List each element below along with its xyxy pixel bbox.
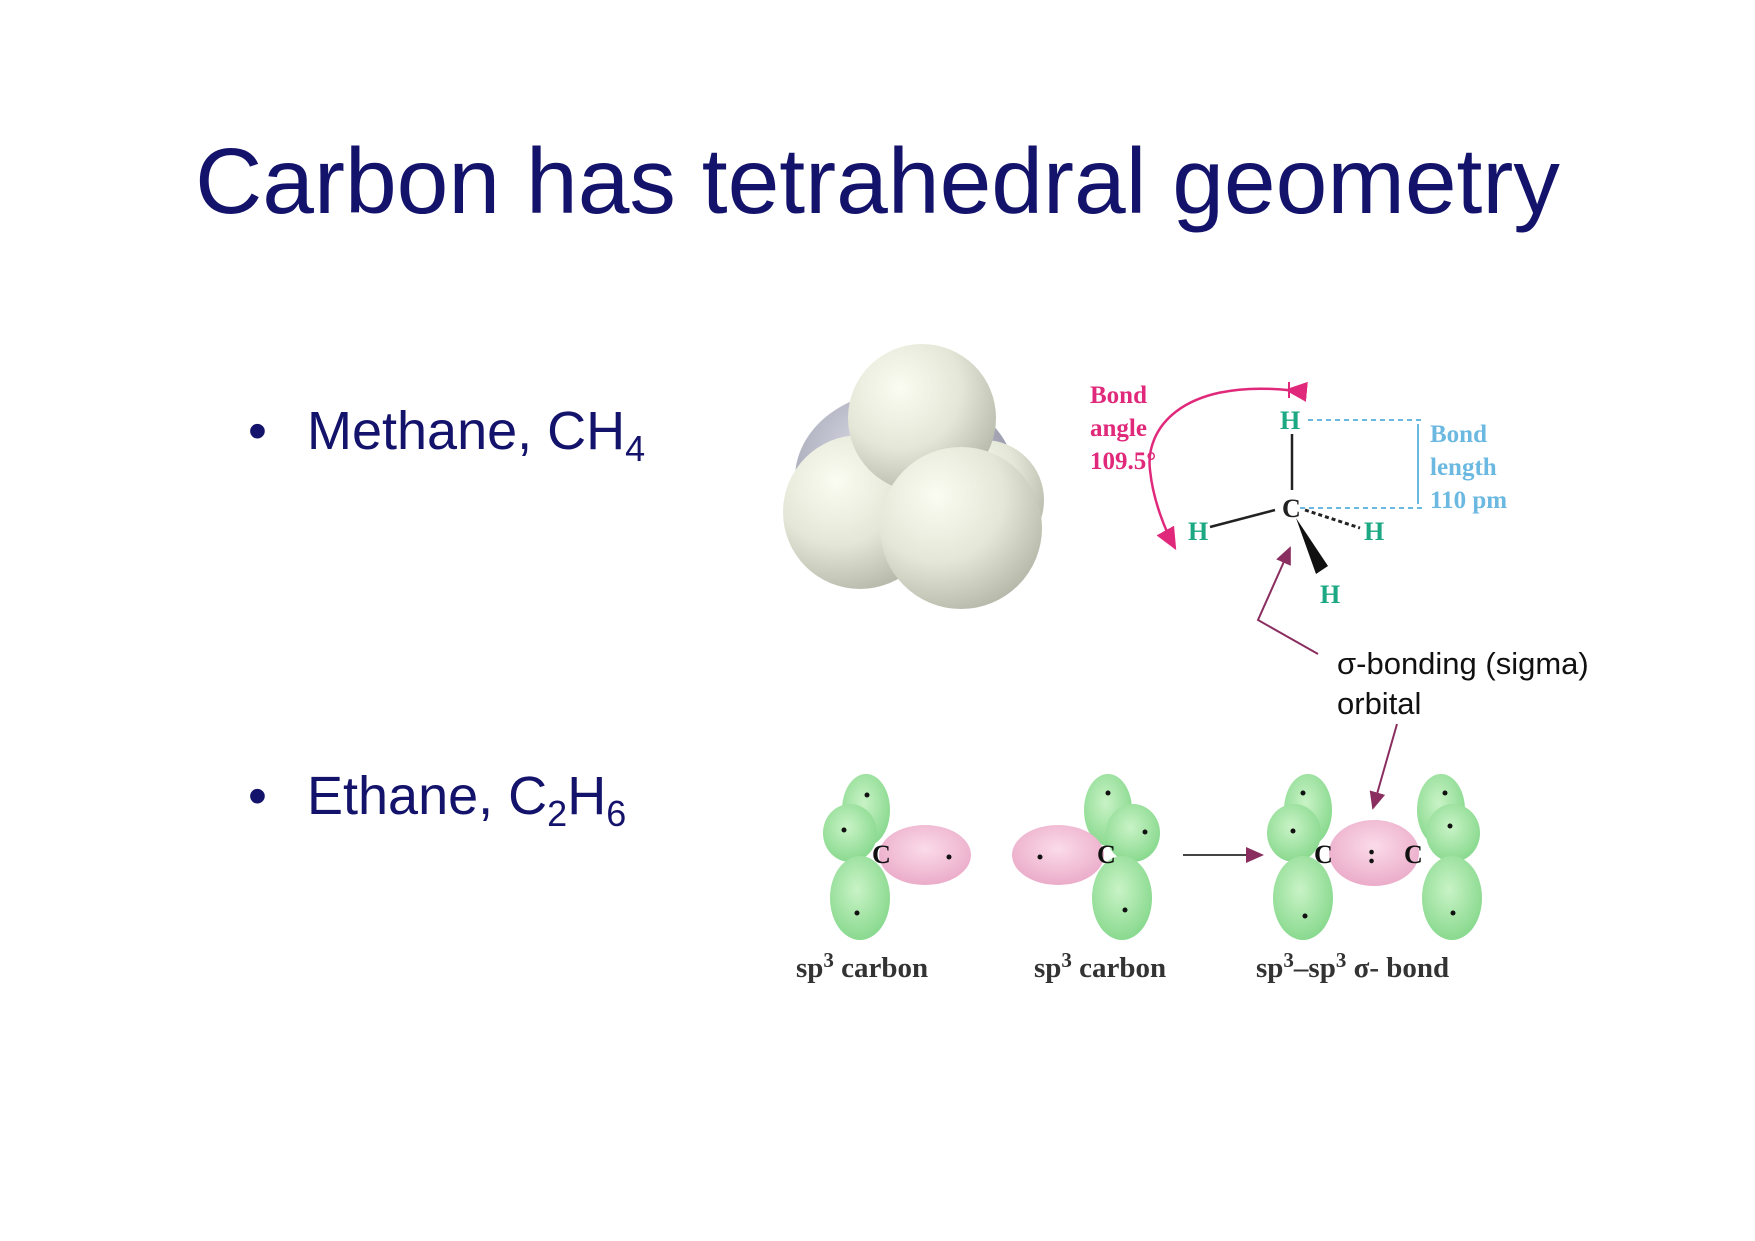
green-lobe xyxy=(1422,856,1482,940)
callout-arrow-up xyxy=(1256,546,1319,655)
electron-dot xyxy=(1290,828,1296,834)
carbon-label: C xyxy=(1097,840,1116,869)
electron-dot xyxy=(1105,790,1111,796)
electron-dot xyxy=(946,854,952,860)
methane-structural-formula: Bond angle 109.5° Bond length 110 pm C H… xyxy=(1090,381,1507,609)
electron-dot xyxy=(1442,790,1448,796)
bond-line-dashed xyxy=(1304,508,1361,530)
sp3-carbon-left: C xyxy=(823,774,971,940)
electron-dot xyxy=(864,792,870,798)
callout-arrow-down xyxy=(1369,723,1398,810)
caption-sigma-bond: sp3–sp3 σ- bond xyxy=(1256,948,1449,984)
electron-dot xyxy=(1037,854,1043,860)
green-lobe xyxy=(1273,856,1333,940)
methane-space-filling-model xyxy=(783,344,1044,609)
carbon-label: C xyxy=(872,840,891,869)
hydrogen-atom: H xyxy=(1320,580,1340,609)
bond-angle-arrow xyxy=(1148,381,1308,551)
bullet-marker: • xyxy=(248,766,267,826)
pink-lobe xyxy=(1012,825,1104,885)
bond-line-left xyxy=(1209,508,1276,529)
caption-sp3-carbon: sp3 carbon xyxy=(796,948,928,984)
ethane-text-h: H xyxy=(567,766,607,826)
methane-text: Methane, CH xyxy=(307,401,626,461)
sigma-callout: σ-bonding (sigma) orbital xyxy=(1256,546,1597,810)
sp3-carbon-right: C xyxy=(1012,774,1160,940)
electron-dot xyxy=(1300,790,1306,796)
carbon-atom: C xyxy=(1282,494,1301,523)
methane-subscript: 4 xyxy=(625,428,646,469)
electron-dot xyxy=(841,827,847,833)
hydrogen-sphere xyxy=(880,447,1042,609)
electron-dot xyxy=(1122,907,1128,913)
electron-dots xyxy=(841,790,1456,919)
electron-pair: : xyxy=(1367,839,1376,870)
electron-dot xyxy=(1447,823,1453,829)
bullet-methane: • Methane, CH4 xyxy=(248,400,645,467)
caption-sp3-carbon: sp3 carbon xyxy=(1034,948,1166,984)
green-lobe xyxy=(1426,804,1480,862)
sigma-bond-orbitals: C : C xyxy=(1267,774,1482,940)
ethane-subscript-h: 6 xyxy=(606,793,627,834)
hydrogen-atom: H xyxy=(1364,517,1384,546)
bullet-ethane: • Ethane, C2H6 xyxy=(248,765,626,832)
electron-dot xyxy=(1302,913,1308,919)
bullet-marker: • xyxy=(248,401,267,461)
carbon-label: C xyxy=(1314,840,1333,869)
orbital-captions: sp3 carbon sp3 carbon sp3–sp3 σ- bond xyxy=(796,948,1449,984)
slide-title: Carbon has tetrahedral geometry xyxy=(195,129,1560,233)
bond-wedge xyxy=(1296,518,1328,574)
pink-lobe xyxy=(879,825,971,885)
green-lobe xyxy=(1106,804,1160,862)
ethane-subscript-c: 2 xyxy=(547,793,568,834)
electron-dot xyxy=(854,910,860,916)
green-lobe xyxy=(1092,856,1152,940)
green-lobe xyxy=(830,856,890,940)
carbon-label: C xyxy=(1404,840,1423,869)
electron-dot xyxy=(1450,910,1456,916)
bond-angle-label: Bond angle 109.5° xyxy=(1090,382,1156,475)
green-lobe xyxy=(823,804,877,862)
electron-dot xyxy=(1142,829,1148,835)
bond-length-label: Bond length 110 pm xyxy=(1430,421,1507,514)
ethane-text: Ethane, C xyxy=(307,766,548,826)
sigma-callout-label: σ-bonding (sigma) orbital xyxy=(1337,646,1597,721)
pink-overlap-lobe xyxy=(1329,820,1419,886)
hydrogen-atom: H xyxy=(1280,406,1300,435)
hydrogen-atom: H xyxy=(1188,517,1208,546)
